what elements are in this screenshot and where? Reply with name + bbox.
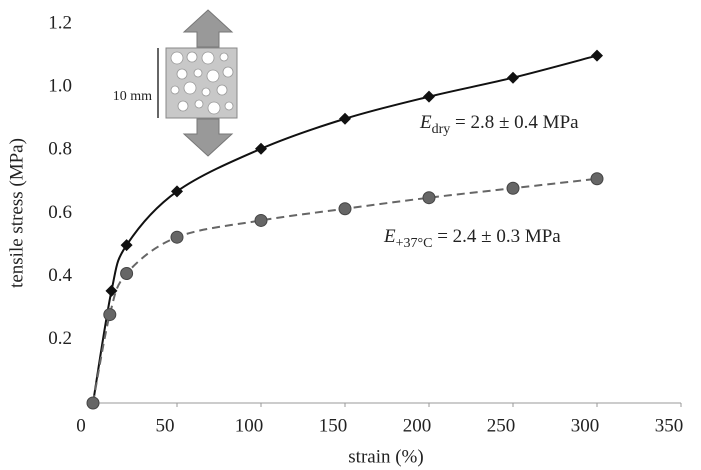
point — [120, 239, 133, 252]
point — [506, 181, 520, 195]
point — [254, 213, 268, 227]
annotation-subscript: dry — [432, 122, 451, 137]
point — [422, 191, 436, 205]
point — [338, 202, 352, 216]
y-axis-title: tensile stress (MPa) — [6, 138, 27, 288]
series-line — [92, 177, 598, 404]
point — [103, 308, 117, 322]
x-tick-label: 350 — [655, 415, 684, 436]
x-tick-label: 300 — [571, 415, 600, 436]
inset-label: 10 mm — [113, 89, 152, 104]
x-tick-label: 200 — [403, 415, 432, 436]
y-tick-label: 0.6 — [48, 202, 72, 223]
y-tick-label: 0.2 — [48, 328, 72, 349]
point — [507, 71, 519, 84]
point — [339, 112, 351, 125]
y-tick-label: 0.8 — [48, 139, 72, 160]
annotation-symbol: E — [419, 112, 432, 133]
x-tick-label: 150 — [319, 415, 348, 436]
annotation-text: = 2.8 ± 0.4 MPa — [450, 112, 579, 133]
annotation-symbol: E — [383, 226, 396, 247]
x-tick-label: 250 — [487, 415, 516, 436]
point — [591, 49, 603, 62]
y-tick-label: 0.4 — [48, 265, 72, 286]
point — [86, 396, 100, 410]
x-axis-title: strain (%) — [348, 446, 423, 467]
point — [171, 185, 183, 198]
y-tick-label: 1.0 — [48, 76, 72, 97]
annotation-subscript: +37°C — [396, 236, 433, 251]
annotation: Edry = 2.8 ± 0.4 MPa — [419, 112, 579, 137]
x-tick-label: 100 — [235, 415, 264, 436]
annotation-text: = 2.4 ± 0.3 MPa — [432, 226, 561, 247]
point — [590, 172, 604, 186]
point — [120, 267, 134, 281]
point — [423, 90, 435, 103]
point — [170, 230, 184, 244]
point — [255, 142, 267, 155]
x-tick-label: 50 — [156, 415, 175, 436]
y-tick-label: 1.2 — [48, 12, 72, 33]
sample-icon — [157, 9, 238, 157]
x-tick-label: 0 — [76, 415, 86, 436]
annotation: E+37°C = 2.4 ± 0.3 MPa — [383, 226, 561, 251]
